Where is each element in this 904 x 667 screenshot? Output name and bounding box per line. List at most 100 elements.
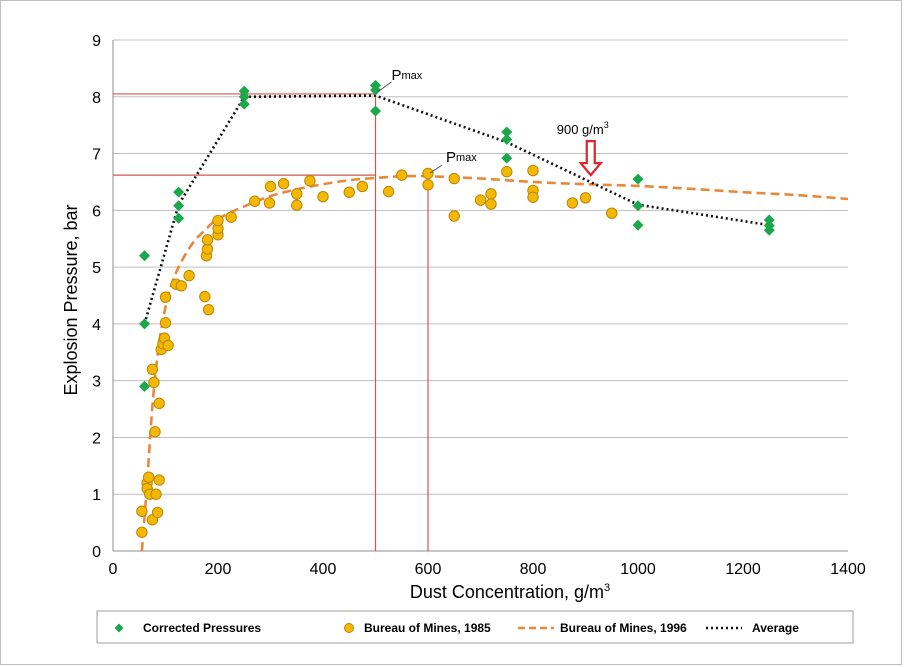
data-point-bom-1985	[474, 194, 487, 206]
y-tick-label: 3	[92, 374, 101, 391]
data-point-corrected	[501, 133, 513, 145]
legend-marker-bom-1985	[344, 623, 354, 633]
legend: Corrected Pressures Bureau of Mines, 1985…	[114, 621, 799, 635]
y-tick-label: 0	[92, 544, 101, 561]
data-point-corrected	[238, 91, 250, 103]
data-point-bom-1985	[199, 290, 211, 303]
tick-labels: 0 1 2 3 4 5 6 7 8 9 0 200 400 600 800 1000 1200 1400	[92, 33, 866, 578]
data-point-bom-1985	[150, 488, 162, 500]
y-axis-label: Explosion Pressure, bar	[61, 204, 81, 395]
data-point-bom-1985	[159, 317, 172, 329]
data-point-bom-1985	[566, 197, 579, 209]
data-point-bom-1985	[304, 175, 316, 187]
x-tick-label: 1400	[830, 561, 866, 578]
pmax-label-1-sub: max	[402, 70, 423, 82]
concentration-900-label-main: 900 g/m	[557, 122, 604, 137]
series-line-bom-1996	[140, 174, 849, 552]
data-point-corrected	[370, 105, 381, 117]
pmax-leader-1	[377, 81, 392, 93]
pmax-label-1-main: P	[392, 67, 402, 84]
concentration-900-label: 900 g/m3	[557, 120, 609, 137]
x-tick-label: 1000	[620, 561, 656, 578]
pmax-label-1: Pmax	[392, 67, 423, 84]
grid-lines	[113, 39, 848, 495]
data-point-corrected	[501, 152, 513, 164]
legend-label-bom-1985: Bureau of Mines, 1985	[364, 621, 491, 635]
x-tick-label: 1200	[725, 561, 761, 578]
data-point-bom-1985	[159, 291, 172, 303]
y-tick-label: 5	[92, 260, 101, 277]
data-point-corrected	[173, 186, 185, 198]
data-point-bom-1985	[136, 526, 148, 538]
data-point-corrected	[139, 380, 150, 392]
data-point-bom-1985	[396, 169, 408, 181]
data-point-bom-1985	[317, 191, 329, 203]
data-point-corrected	[139, 250, 150, 262]
data-point-bom-1985	[183, 269, 195, 282]
pmax-leader-2	[429, 164, 443, 174]
data-point-corrected	[632, 200, 644, 212]
legend-label-average: Average	[752, 621, 799, 635]
data-point-corrected	[173, 212, 185, 224]
x-tick-label: 200	[205, 561, 232, 578]
pmax-label-2: Pmax	[446, 149, 477, 166]
data-point-corrected	[370, 84, 381, 96]
data-point-bom-1985	[153, 474, 165, 486]
data-point-corrected	[632, 173, 644, 185]
data-point-corrected	[632, 219, 644, 231]
data-point-bom-1985	[343, 186, 355, 198]
x-axis-label-sup: 3	[604, 582, 610, 594]
x-axis-label-main: Dust Concentration, g/m	[410, 582, 604, 602]
data-point-bom-1985	[146, 363, 159, 376]
data-point-bom-1985	[149, 426, 161, 438]
data-point-corrected	[763, 224, 775, 236]
data-point-bom-1985	[202, 303, 215, 316]
x-axis-label: Dust Concentration, g/m3	[410, 582, 610, 602]
data-point-bom-1985	[291, 199, 303, 211]
x-tick-label: 600	[415, 561, 442, 578]
data-point-bom-1985	[527, 164, 539, 177]
data-point-bom-1985	[291, 188, 303, 200]
axes	[112, 40, 848, 552]
pmax-label-2-sub: max	[456, 152, 477, 164]
data-point-bom-1985	[136, 505, 148, 517]
y-tick-label: 9	[92, 33, 101, 50]
legend-label-corrected: Corrected Pressures	[143, 621, 261, 635]
data-point-bom-1985	[356, 180, 369, 193]
data-point-bom-1985	[143, 471, 155, 483]
y-tick-label: 1	[92, 487, 101, 504]
data-point-bom-1985	[212, 214, 224, 227]
data-point-bom-1985	[277, 177, 290, 190]
data-point-corrected	[501, 126, 513, 138]
data-point-corrected	[238, 98, 250, 110]
data-point-bom-1985	[579, 192, 592, 204]
data-point-bom-1985	[422, 179, 434, 191]
y-tick-label: 2	[92, 430, 101, 447]
down-arrow-icon	[578, 140, 604, 177]
data-point-bom-1985	[485, 188, 497, 200]
x-tick-label: 800	[520, 561, 547, 578]
y-tick-label: 4	[92, 317, 101, 334]
data-point-bom-1985	[225, 211, 237, 223]
data-point-corrected	[139, 318, 150, 330]
data-point-bom-1985	[382, 185, 395, 198]
data-point-bom-1985	[448, 210, 460, 222]
y-tick-label: 6	[92, 203, 101, 220]
data-point-bom-1985	[264, 180, 277, 193]
data-point-bom-1985	[485, 198, 497, 210]
x-tick-label: 400	[310, 561, 337, 578]
legend-marker-corrected	[114, 623, 124, 633]
pmax-label-2-main: P	[446, 149, 456, 166]
data-point-bom-1985	[422, 167, 434, 180]
legend-label-bom-1996: Bureau of Mines, 1996	[560, 621, 687, 635]
data-point-bom-1985	[263, 197, 276, 209]
data-point-bom-1985	[201, 234, 214, 246]
series-layer	[136, 79, 849, 552]
y-tick-label: 8	[92, 90, 101, 107]
data-point-bom-1985	[527, 191, 539, 203]
data-point-corrected	[763, 214, 775, 226]
data-point-bom-1985	[148, 376, 160, 389]
